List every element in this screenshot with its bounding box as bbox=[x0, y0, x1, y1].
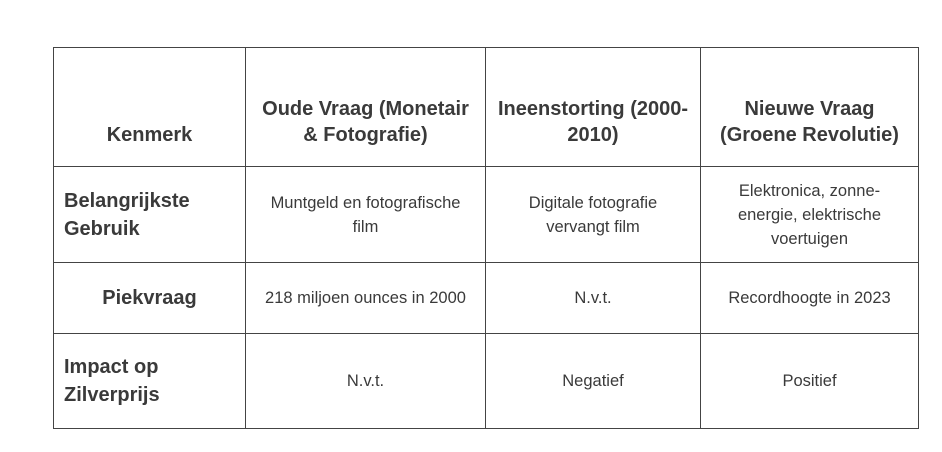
row-label: Belangrijkste Gebruik bbox=[53, 166, 246, 263]
table-row: Piekvraag 218 miljoen ounces in 2000 N.v… bbox=[53, 262, 919, 334]
table-cell: N.v.t. bbox=[245, 333, 486, 429]
table-cell: 218 miljoen ounces in 2000 bbox=[245, 262, 486, 334]
header-row: Kenmerk Oude Vraag (Monetair & Fotografi… bbox=[53, 47, 919, 167]
header-cell: Kenmerk bbox=[53, 47, 246, 167]
table-cell: Recordhoogte in 2023 bbox=[700, 262, 919, 334]
silver-demand-table: Kenmerk Oude Vraag (Monetair & Fotografi… bbox=[53, 47, 919, 429]
row-label: Piekvraag bbox=[53, 262, 246, 334]
header-cell: Ineenstorting (2000-2010) bbox=[485, 47, 701, 167]
row-label: Impact op Zilverprijs bbox=[53, 333, 246, 429]
header-cell: Nieuwe Vraag (Groene Revolutie) bbox=[700, 47, 919, 167]
row-label-text: Impact op Zilverprijs bbox=[64, 356, 160, 406]
table-cell: Digitale fotografie vervangt film bbox=[485, 166, 701, 263]
table-cell: Positief bbox=[700, 333, 919, 429]
table-cell: Muntgeld en fotografische film bbox=[245, 166, 486, 263]
row-label-text: Belangrijkste Gebruik bbox=[64, 189, 190, 240]
table-row: Impact op Zilverprijs N.v.t. Negatief Po… bbox=[53, 333, 919, 429]
table-row: Belangrijkste Gebruik Muntgeld en fotogr… bbox=[53, 166, 919, 263]
table-cell: Negatief bbox=[485, 333, 701, 429]
table-cell: Elektronica, zonne-energie, elektrische … bbox=[700, 166, 919, 263]
row-label-text: Piekvraag bbox=[102, 287, 197, 309]
header-cell: Oude Vraag (Monetair & Fotografie) bbox=[245, 47, 486, 167]
table-cell: N.v.t. bbox=[485, 262, 701, 334]
